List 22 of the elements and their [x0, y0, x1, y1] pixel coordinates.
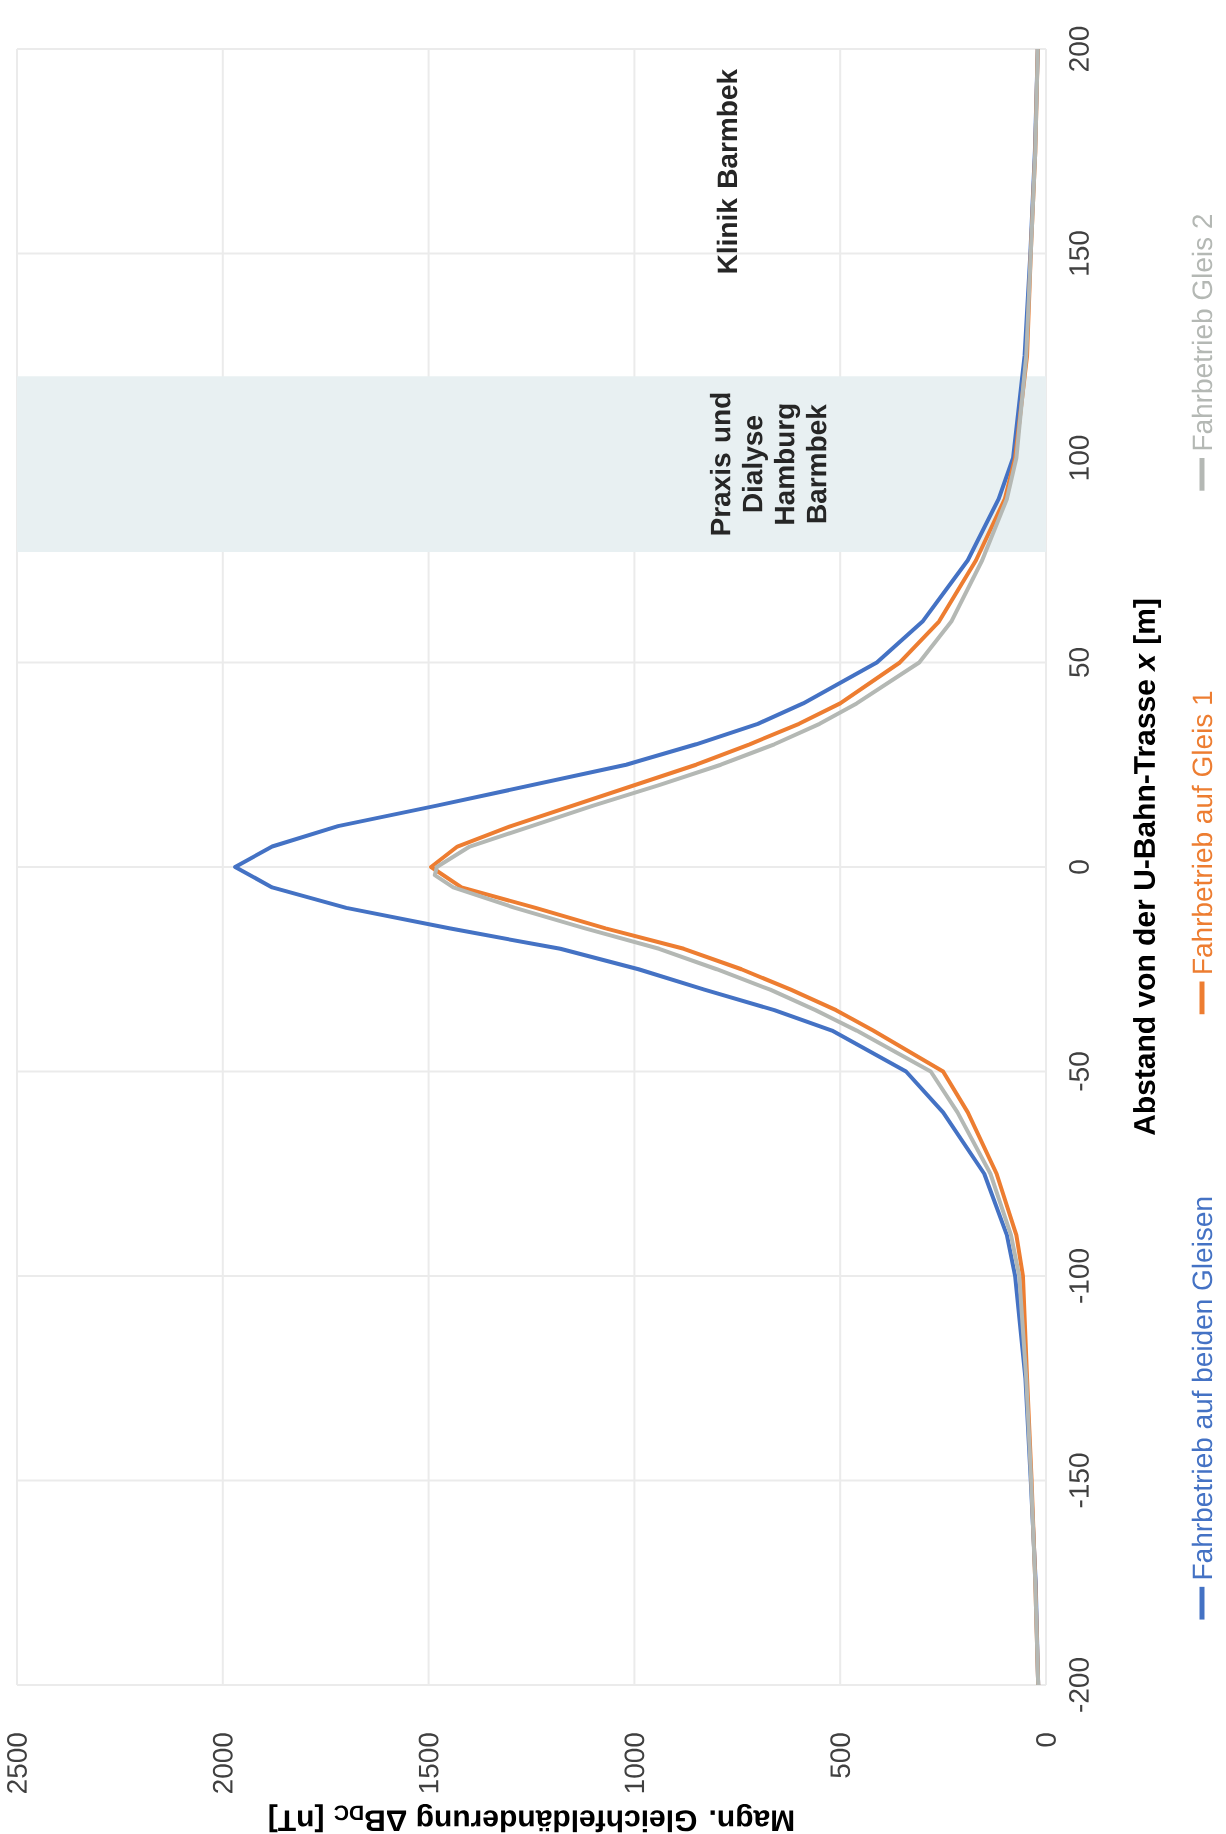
x-tick-label: 500: [830, 1733, 851, 1778]
annotation: Klinik Barmbek: [716, 68, 738, 273]
text: Fahrbetrieb auf Gleis 1: [1191, 691, 1213, 973]
y-tick-label: 200: [1069, 26, 1089, 71]
y-tick-label: 100: [1069, 435, 1089, 480]
y-tick-label: 0: [1069, 860, 1089, 874]
x-tick-label: 2500: [7, 1733, 27, 1793]
x-tick-label: 2000: [212, 1733, 233, 1793]
text: Fahrbetrieb auf beiden Gleisen: [1191, 1197, 1213, 1579]
x-tick-label: 0: [1036, 1733, 1056, 1747]
y-axis-title: Abstand von der U-Bahn-Trasse x [m]: [1133, 599, 1162, 1136]
y-tick-label: -150: [1069, 1453, 1089, 1508]
x-axis-title: Magn. Gleichfeldänderung ΔB$_{DC}$ [nT]: [269, 1804, 794, 1833]
x-tick-label: 1500: [418, 1733, 439, 1793]
y-tick-label: -200: [1069, 1658, 1089, 1712]
text: Fahrbetrieb Gleis 2: [1191, 214, 1213, 450]
x-tick-label: 1000: [624, 1733, 645, 1793]
y-tick-label: -100: [1069, 1249, 1089, 1303]
y-tick-label: 50: [1069, 648, 1089, 677]
band-label: Praxis und Dialyse Hamburg Barmbek: [709, 393, 827, 535]
y-tick-label: 150: [1069, 231, 1089, 275]
y-tick-label: -50: [1069, 1052, 1089, 1091]
